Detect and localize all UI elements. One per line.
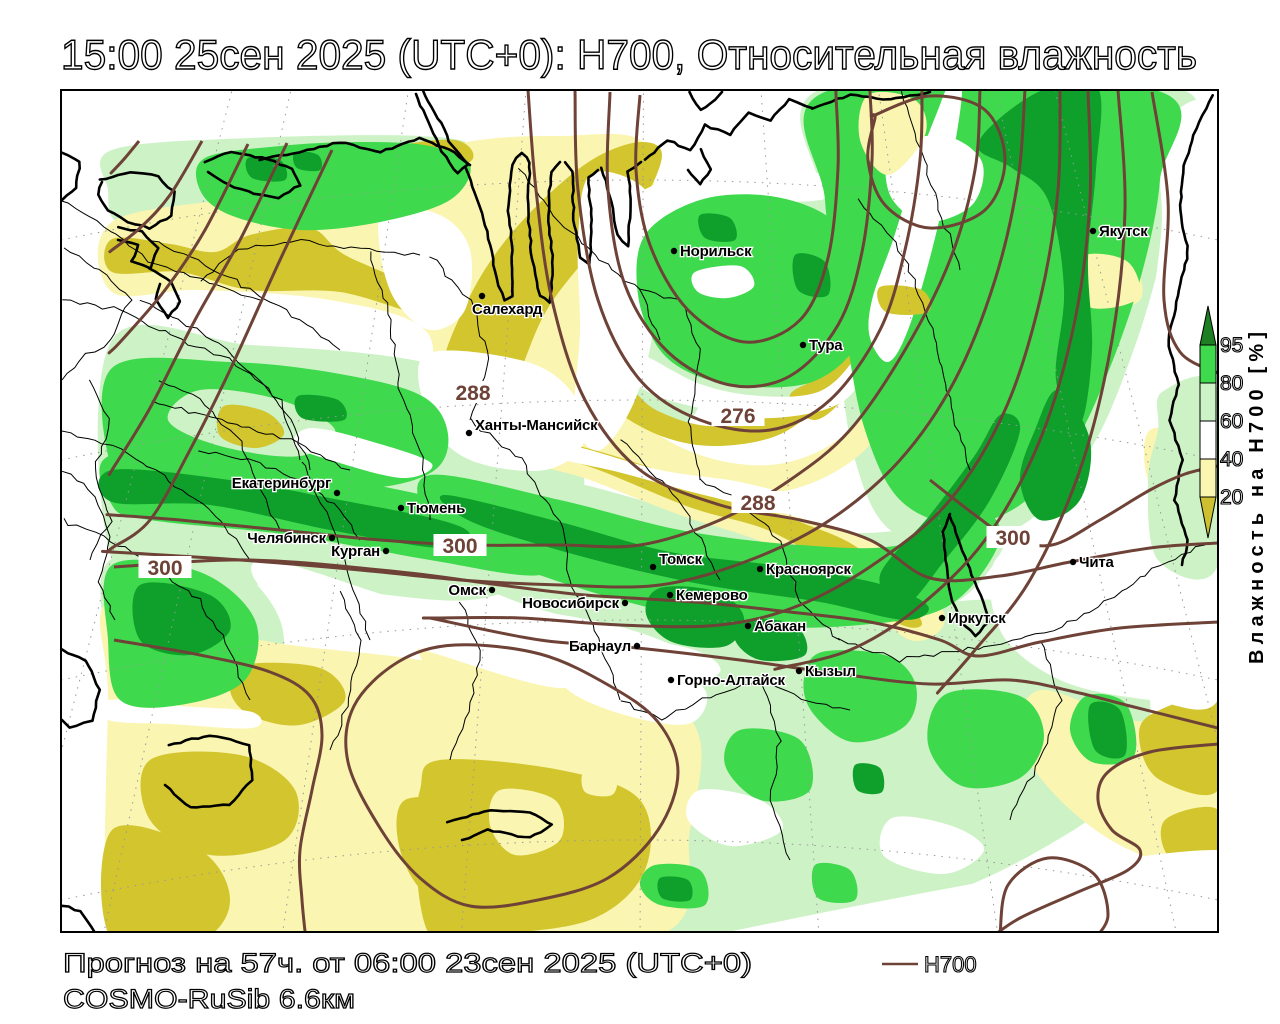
svg-text:Салехард: Салехард [472,301,543,318]
svg-text:Новосибирск: Новосибирск [522,595,620,612]
svg-text:Кемерово: Кемерово [676,587,748,604]
svg-text:Томск: Томск [659,551,703,568]
svg-text:Тюмень: Тюмень [407,500,465,517]
svg-text:Абакан: Абакан [754,618,806,635]
svg-text:288: 288 [740,492,775,515]
svg-text:95: 95 [1220,334,1243,357]
svg-text:300: 300 [147,557,182,580]
svg-text:Горно-Алтайск: Горно-Алтайск [677,672,786,689]
svg-text:Курган: Курган [331,543,380,560]
svg-text:40: 40 [1220,448,1243,471]
svg-text:Иркутск: Иркутск [948,610,1006,627]
svg-text:Тура: Тура [809,337,843,354]
svg-text:Омск: Омск [448,582,486,599]
svg-text:80: 80 [1220,372,1243,395]
svg-text:COSMO-RuSib 6.6км: COSMO-RuSib 6.6км [63,984,355,1014]
svg-text:Красноярск: Красноярск [766,561,851,578]
svg-text:Ханты-Мансийск: Ханты-Мансийск [475,417,598,434]
svg-text:H700: H700 [924,952,977,977]
svg-text:Барнаул: Барнаул [569,638,631,655]
svg-text:60: 60 [1220,410,1243,433]
svg-text:20: 20 [1220,486,1243,509]
svg-text:Прогноз на 57ч. от 06:00 23сен: Прогноз на 57ч. от 06:00 23сен 2025 (UTC… [63,948,752,978]
svg-text:Норильск: Норильск [680,243,752,260]
svg-text:300: 300 [442,535,477,558]
svg-text:Челябинск: Челябинск [247,530,326,547]
svg-text:288: 288 [455,382,490,405]
svg-text:Якутск: Якутск [1099,223,1148,240]
svg-text:276: 276 [720,405,755,428]
svg-text:Чита: Чита [1079,554,1115,571]
svg-text:15:00 25сен 2025 (UTC+0): H700: 15:00 25сен 2025 (UTC+0): H700, Относите… [61,31,1197,78]
svg-text:300: 300 [995,527,1030,550]
svg-text:Кызыл: Кызыл [805,663,856,680]
svg-text:Екатеринбург: Екатеринбург [232,475,331,492]
